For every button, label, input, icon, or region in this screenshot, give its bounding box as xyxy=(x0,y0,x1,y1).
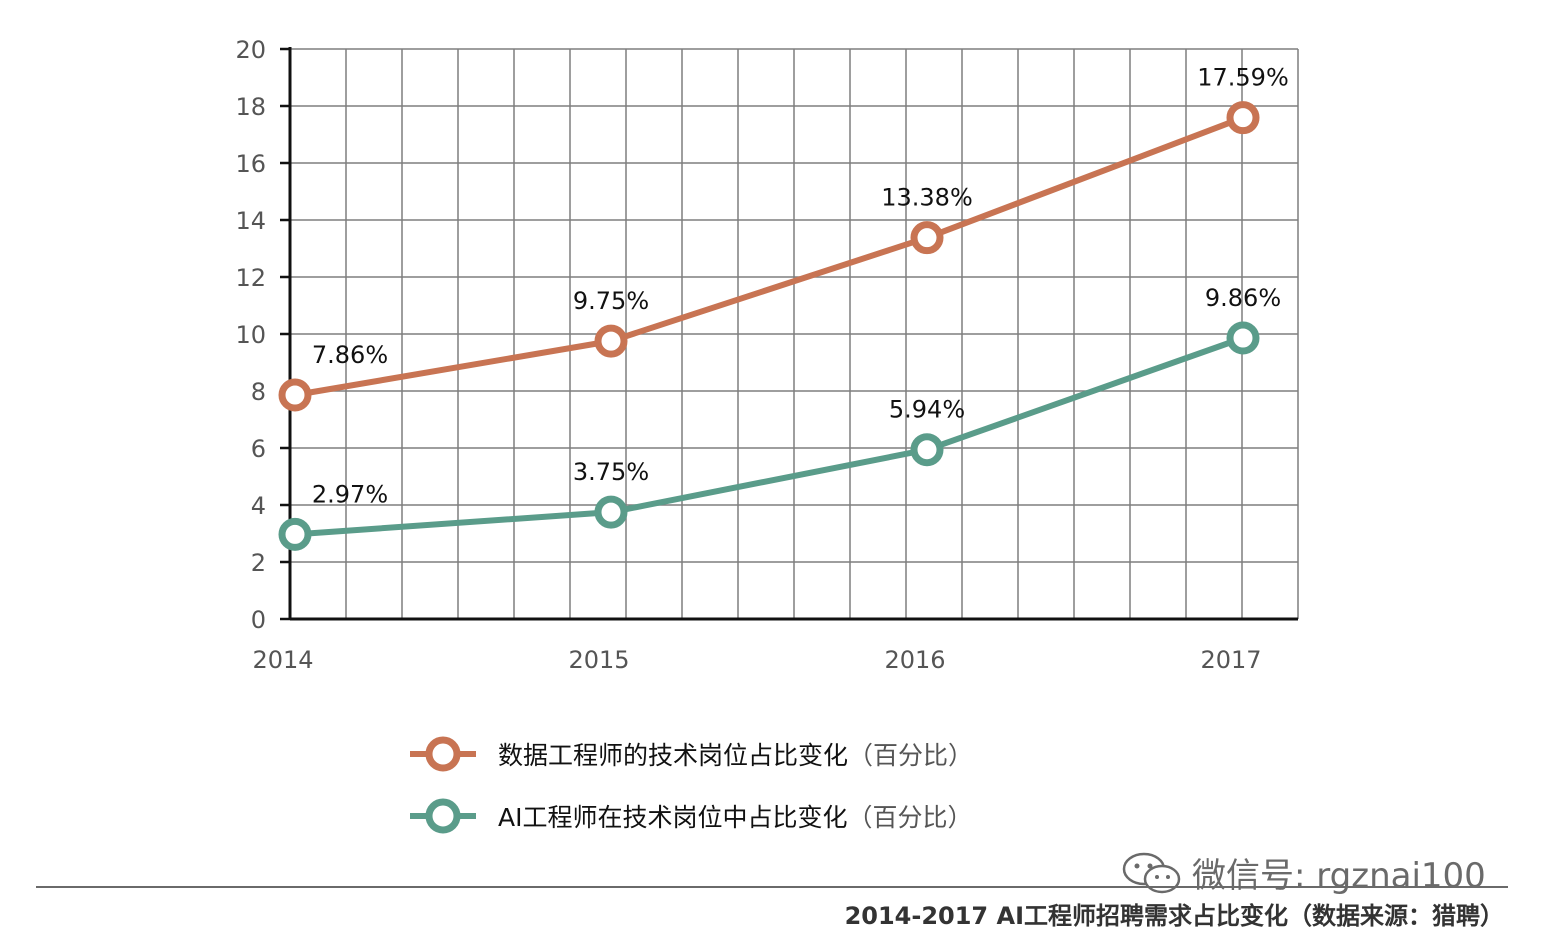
series-line xyxy=(294,114,1245,398)
x-tick-label: 2015 xyxy=(568,646,629,674)
legend-label: 数据工程师的技术岗位占比变化 xyxy=(498,741,849,770)
watermark: 微信号: rgznai100 xyxy=(1120,848,1486,897)
data-label: 13.38% xyxy=(881,184,973,212)
data-label: 9.86% xyxy=(1205,284,1281,312)
legend-marker-ai-engineer xyxy=(410,798,476,834)
y-tick-label: 14 xyxy=(235,207,266,235)
data-point xyxy=(594,495,628,529)
footer-divider xyxy=(36,886,1508,888)
y-tick-label: 0 xyxy=(251,606,266,634)
y-tick-label: 6 xyxy=(251,435,266,463)
x-tick-label: 2016 xyxy=(884,646,945,674)
wechat-icon xyxy=(1122,852,1181,893)
data-point xyxy=(910,221,944,255)
y-tick-label: 16 xyxy=(235,150,266,178)
data-point xyxy=(1226,101,1260,135)
y-tick-label: 2 xyxy=(251,549,266,577)
y-tick-label: 12 xyxy=(235,264,266,292)
legend-unit: （百分比） xyxy=(848,741,974,770)
series-1: 2.97% 3.75% 5.94% 9.86% xyxy=(278,284,1281,551)
y-tick-label: 4 xyxy=(251,492,266,520)
data-point xyxy=(594,324,628,358)
data-point xyxy=(278,517,312,551)
data-label: 2.97% xyxy=(312,480,388,508)
watermark-text: 微信号: rgznai100 xyxy=(1192,856,1486,896)
y-tick-label: 10 xyxy=(235,321,266,349)
chart-grid xyxy=(289,48,1299,620)
data-label: 9.75% xyxy=(573,287,649,315)
y-tick-label: 18 xyxy=(235,93,266,121)
legend-item-data-engineer: 数据工程师的技术岗位占比变化 （百分比） xyxy=(408,732,973,776)
data-point xyxy=(1226,321,1260,355)
legend-label: AI工程师在技术岗位中占比变化 xyxy=(498,803,848,832)
line-chart: 0 2 4 6 8 10 12 14 16 18 20 2014 2015 2016 2017 7.86%… xyxy=(235,36,1299,674)
data-label: 17.59% xyxy=(1197,64,1289,92)
y-axis-ticks: 0 2 4 6 8 10 12 14 16 18 20 xyxy=(235,36,290,634)
data-label: 7.86% xyxy=(312,341,388,369)
data-point xyxy=(278,378,312,412)
x-tick-label: 2017 xyxy=(1200,646,1261,674)
series-line xyxy=(294,335,1244,538)
series-0: 7.86% 9.75% 13.38% 17.59% xyxy=(278,64,1289,412)
x-tick-label: 2014 xyxy=(252,646,313,674)
y-tick-label: 20 xyxy=(235,36,266,64)
data-label: 5.94% xyxy=(889,396,965,424)
data-label: 3.75% xyxy=(573,458,649,486)
x-axis-ticks: 2014 2015 2016 2017 xyxy=(252,646,1261,674)
legend-unit: （百分比） xyxy=(847,803,973,832)
legend-marker-data-engineer xyxy=(410,736,476,772)
y-tick-label: 8 xyxy=(251,378,266,406)
chart-series: 7.86% 9.75% 13.38% 17.59% 2.97% 3.75% 5.94% 9.8… xyxy=(278,64,1289,551)
figure-caption: 2014-2017 AI工程师招聘需求占比变化（数据来源：猎聘） xyxy=(844,902,1504,930)
legend-item-ai-engineer: AI工程师在技术岗位中占比变化 （百分比） xyxy=(408,794,973,838)
data-point xyxy=(910,433,944,467)
